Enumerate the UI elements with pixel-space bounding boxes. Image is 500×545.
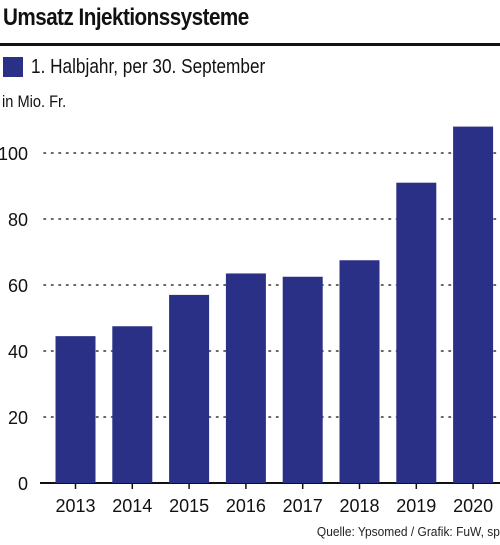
- title-rule: [0, 43, 500, 46]
- bar: [396, 182, 437, 483]
- x-tick-label: 2020: [453, 496, 493, 516]
- x-tick-label: 2013: [55, 496, 95, 516]
- x-tick-label: 2019: [396, 496, 436, 516]
- y-tick-label: 60: [8, 276, 28, 296]
- y-tick-label: 80: [8, 210, 28, 230]
- chart-title: Umsatz Injektionssysteme: [3, 4, 249, 31]
- y-tick-label: 20: [8, 408, 28, 428]
- x-tick-label: 2018: [339, 496, 379, 516]
- bar: [169, 294, 210, 483]
- x-tick-label: 2017: [283, 496, 323, 516]
- source-note: Quelle: Ypsomed / Grafik: FuW, sp: [316, 524, 500, 539]
- x-tick-label: 2016: [226, 496, 266, 516]
- legend-swatch: [3, 57, 23, 77]
- legend: 1. Halbjahr, per 30. September: [3, 55, 303, 79]
- bar: [112, 326, 153, 483]
- bar: [55, 336, 96, 483]
- x-tick-label: 2015: [169, 496, 209, 516]
- bar: [453, 126, 494, 483]
- x-tick-label: 2014: [112, 496, 152, 516]
- bar: [282, 276, 323, 483]
- bar: [225, 273, 266, 483]
- y-tick-label: 0: [18, 474, 28, 494]
- y-tick-label: 100: [0, 144, 28, 164]
- bar: [339, 260, 380, 483]
- y-axis-unit-label: in Mio. Fr.: [2, 92, 67, 111]
- legend-label: 1. Halbjahr, per 30. September: [31, 55, 266, 78]
- y-tick-label: 40: [8, 342, 28, 362]
